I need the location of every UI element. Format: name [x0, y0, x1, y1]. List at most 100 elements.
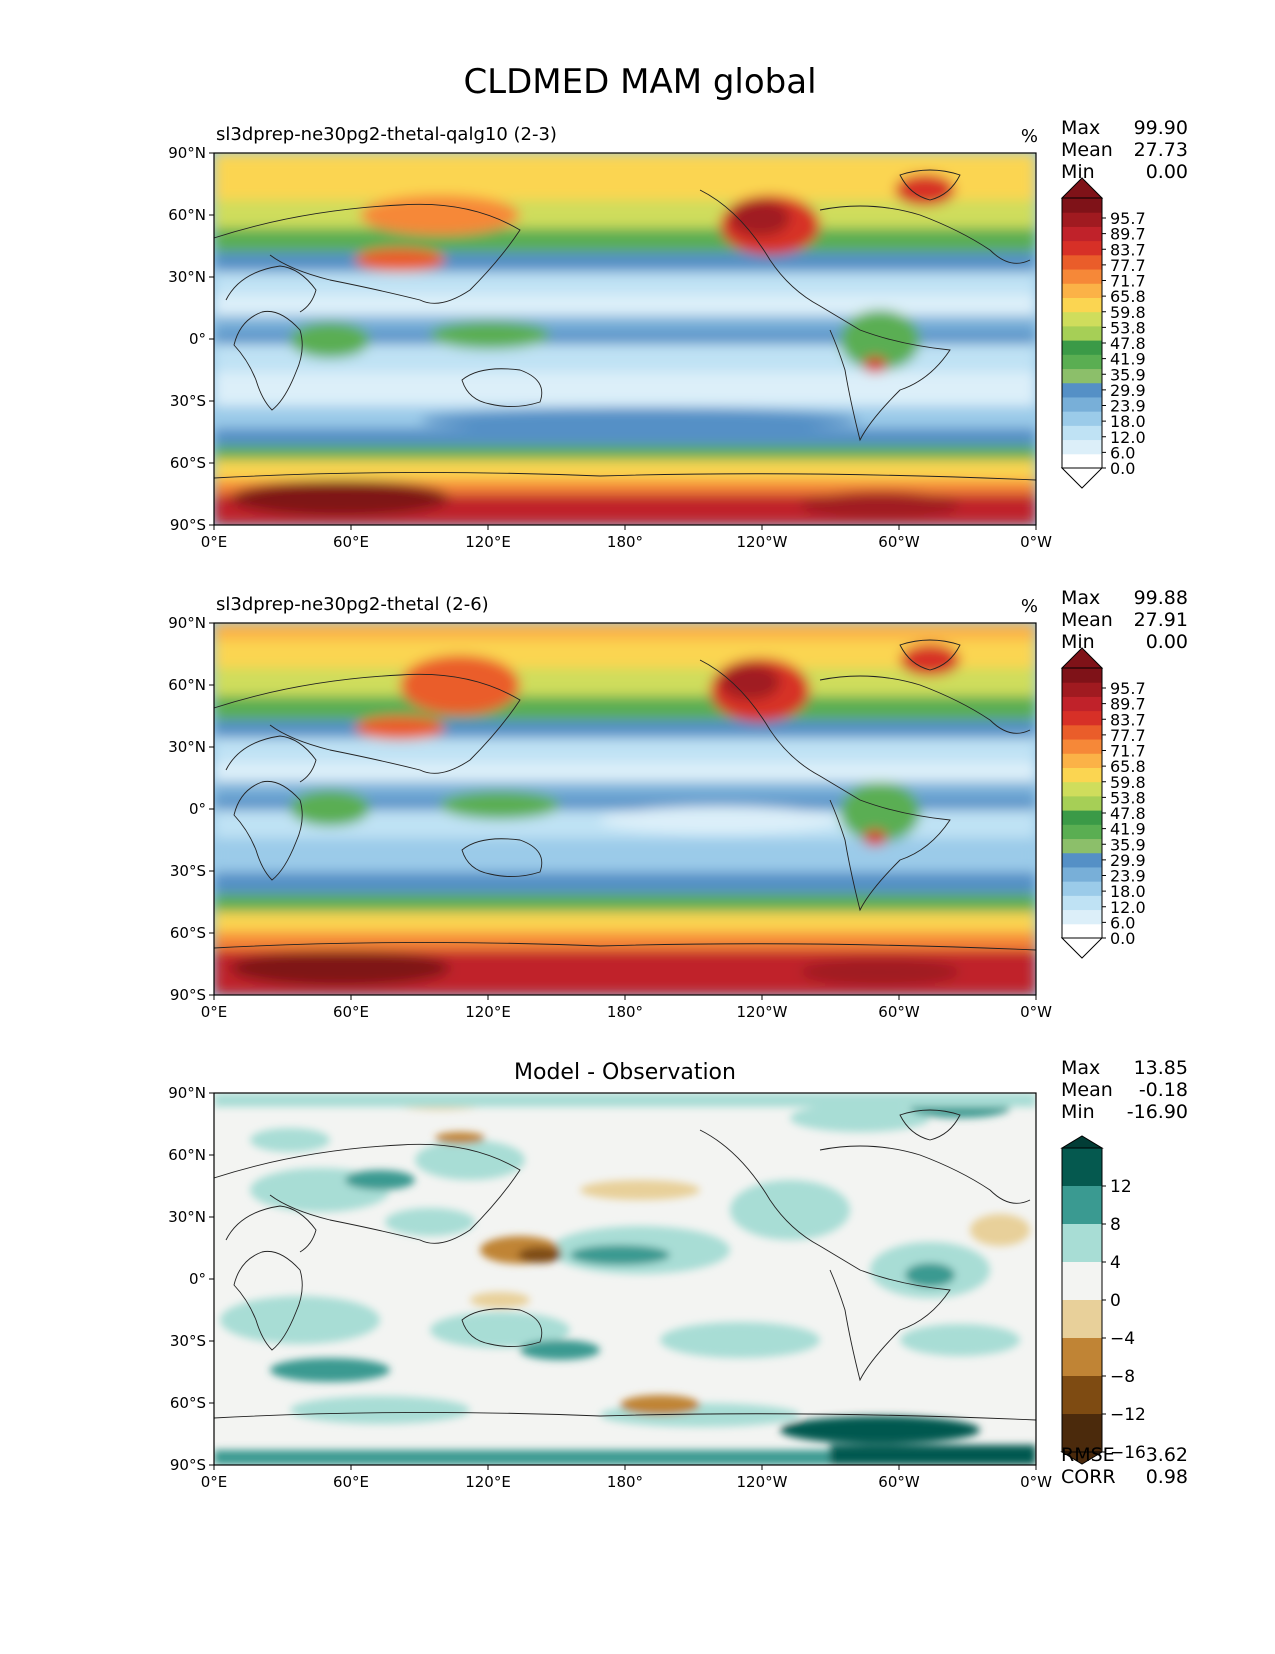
- lat-tick-label: 60°N: [168, 676, 206, 694]
- panel-2-colorbar: 95.789.783.777.771.765.859.853.847.841.9…: [1060, 647, 1146, 959]
- panel-3-metric-rmse-value: 3.62: [1146, 1444, 1188, 1466]
- colorbar-segment: [1062, 1376, 1102, 1415]
- colorbar-tick-label: 53.8: [1110, 788, 1146, 807]
- colorbar-segment: [1062, 254, 1102, 270]
- panel-2-axes: 0°E 60°E 120°E 180° 120°W 60°W 0°W 90°N 60°N 30°N…: [168, 614, 1052, 1021]
- panel-2-stat-min-value: 0.00: [1146, 631, 1188, 653]
- colorbar-segment: [1062, 382, 1102, 398]
- colorbar-segment: [1062, 1148, 1102, 1186]
- colorbar-tick-label: 41.9: [1110, 820, 1146, 839]
- panel-3-coastlines: [214, 1109, 1036, 1421]
- colorbar-segment: [1062, 781, 1102, 797]
- lat-tick-label: 0°: [189, 800, 206, 818]
- colorbar-tick-label: 59.8: [1110, 303, 1146, 322]
- colorbar-segment: [1062, 724, 1102, 740]
- colorbar-tick-label: 4: [1110, 1253, 1121, 1273]
- lon-tick-label: 180°: [607, 1003, 643, 1021]
- colorbar-segment: [1062, 668, 1102, 683]
- lon-tick-label: 60°W: [878, 533, 920, 551]
- lon-tick-label: 60°E: [333, 1003, 369, 1021]
- colorbar-tick-label: 65.8: [1110, 287, 1146, 306]
- colorbar-tick-label: 65.8: [1110, 757, 1146, 776]
- colorbar-segment: [1062, 795, 1102, 811]
- figure-title: CLDMED MAM global: [463, 62, 816, 102]
- lat-tick-label: 0°: [189, 1270, 206, 1288]
- panel-3-axes: 0°E 60°E 120°E 180° 120°W 60°W 0°W 90°N 60°N 30°N…: [168, 1084, 1052, 1491]
- lat-tick-label: 60°N: [168, 1146, 206, 1164]
- panel-1-stat-min-value: 0.00: [1146, 161, 1188, 183]
- colorbar-segment: [1062, 311, 1102, 327]
- panel-1-title: sl3dprep-ne30pg2-thetal-qalg10 (2-3): [216, 124, 557, 145]
- colorbar-segment: [1062, 368, 1102, 384]
- colorbar-segment: [1062, 923, 1102, 939]
- panel-3-stat-min-value: -16.90: [1127, 1101, 1188, 1123]
- colorbar-tick-label: 71.7: [1110, 272, 1146, 291]
- colorbar-segment: [1062, 354, 1102, 370]
- colorbar-segment: [1062, 1186, 1102, 1225]
- colorbar-segment: [1062, 852, 1102, 868]
- colorbar-segment: [1062, 710, 1102, 726]
- colorbar-segment: [1062, 240, 1102, 256]
- panel-2-stat-mean-label: Mean: [1061, 609, 1113, 631]
- panel-3-field: [214, 1093, 1036, 1465]
- lon-tick-label: 0°W: [1020, 1003, 1052, 1021]
- colorbar-segment: [1062, 1224, 1102, 1263]
- colorbar-tick-label: 71.7: [1110, 742, 1146, 761]
- lat-tick-label: 30°S: [170, 392, 206, 410]
- colorbar-tick-label: 23.9: [1110, 397, 1146, 416]
- panel-2-stat-min-label: Min: [1061, 631, 1095, 653]
- lon-tick-label: 0°E: [201, 1473, 228, 1491]
- lon-tick-label: 120°W: [737, 1473, 788, 1491]
- colorbar-tick-label: 6.0: [1110, 443, 1135, 462]
- colorbar-tick-label: 95.7: [1110, 209, 1146, 228]
- lat-tick-label: 30°S: [170, 1332, 206, 1350]
- colorbar-segment: [1062, 269, 1102, 284]
- colorbar-tick-label: 35.9: [1110, 835, 1146, 854]
- colorbar-tick-label: 12: [1110, 1177, 1132, 1197]
- lat-tick-label: 90°S: [170, 986, 206, 1004]
- colorbar-segment: [1062, 325, 1102, 341]
- colorbar-frame: [1061, 197, 1103, 469]
- lon-tick-label: 120°E: [465, 533, 511, 551]
- colorbar-tick-label: −8: [1110, 1367, 1135, 1387]
- panel-2-field: [214, 623, 1036, 995]
- colorbar-tick-label: 23.9: [1110, 867, 1146, 886]
- colorbar-tick-label: 95.7: [1110, 679, 1146, 698]
- colorbar-segment: [1062, 283, 1102, 298]
- colorbar-tick-label: 0: [1110, 1291, 1121, 1311]
- lat-tick-label: 90°N: [168, 614, 206, 632]
- panel-3-metric-corr-label: CORR: [1061, 1466, 1116, 1488]
- colorbar-tick-label: 29.9: [1110, 851, 1146, 870]
- panel-2: sl3dprep-ne30pg2-thetal (2-6) % Max 99.8…: [168, 587, 1188, 1021]
- colorbar-tick-label: −12: [1110, 1405, 1146, 1425]
- lon-tick-label: 120°E: [465, 1003, 511, 1021]
- colorbar-tick-label: 12.0: [1110, 428, 1146, 447]
- panel-3-stat-mean-value: -0.18: [1139, 1079, 1188, 1101]
- lat-tick-label: 60°S: [170, 924, 206, 942]
- colorbar-segment: [1062, 297, 1102, 313]
- colorbar-segment: [1062, 824, 1102, 840]
- panel-2-stat-mean-value: 27.91: [1134, 609, 1188, 631]
- lon-tick-label: 60°W: [878, 1003, 920, 1021]
- lon-tick-label: 120°W: [737, 1003, 788, 1021]
- panel-3-stat-min-label: Min: [1061, 1101, 1095, 1123]
- lon-tick-label: 60°E: [333, 1473, 369, 1491]
- colorbar-segment: [1062, 212, 1102, 227]
- colorbar-tick-label: −4: [1110, 1329, 1135, 1349]
- colorbar-tick-label: 29.9: [1110, 381, 1146, 400]
- colorbar-tick-label: 77.7: [1110, 256, 1146, 275]
- panel-3-stat-max-value: 13.85: [1134, 1057, 1188, 1079]
- lon-tick-label: 120°E: [465, 1473, 511, 1491]
- colorbar-tick-label: 47.8: [1110, 804, 1146, 823]
- colorbar-extend-min: [1060, 937, 1104, 959]
- colorbar-segment: [1062, 696, 1102, 712]
- lon-tick-label: 0°E: [201, 1003, 228, 1021]
- panel-2-coastlines: [214, 639, 1036, 951]
- lon-tick-label: 120°W: [737, 533, 788, 551]
- colorbar-segment: [1062, 895, 1102, 911]
- colorbar-segment: [1062, 682, 1102, 697]
- panel-1-colorbar: 95.789.783.777.771.765.859.853.847.841.9…: [1060, 177, 1146, 489]
- panel-2-units: %: [1021, 596, 1038, 617]
